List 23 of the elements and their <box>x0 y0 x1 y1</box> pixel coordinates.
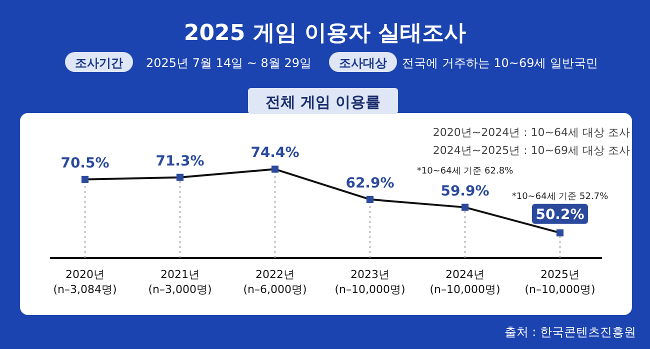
x-tick-label: 2024년 (n–10,000명) <box>430 268 500 296</box>
data-label: 71.3% <box>156 153 204 170</box>
x-tick-label: 2022년 (n–6,000명) <box>243 268 307 296</box>
source-note: 출처 : 한국콘텐츠진흥원 <box>504 325 636 339</box>
x-tick-label: 2021년 (n–3,000명) <box>148 268 212 296</box>
text: 2025년 7월 14일 ~ 8월 29일 <box>146 56 312 70</box>
text: 전국에 거주하는 10~69세 일반국민 <box>402 56 598 70</box>
text: 2020년~2024년 : 10~64세 대상 조사 <box>432 126 630 139</box>
x-tick-label: 2025년 (n–10,000명) <box>524 268 596 296</box>
data-label: 62.9% <box>346 175 394 192</box>
data-label: 50.2% <box>536 206 584 223</box>
chart-title: 2025 게임 이용자 실태조사 <box>184 21 466 46</box>
x-tick-label: 2020년 (n–3,084명) <box>53 268 117 296</box>
text: 2024년~2025년 : 10~69세 대상 조사 <box>432 144 630 157</box>
data-label: 74.4% <box>250 145 300 162</box>
text: 조사기간 <box>75 56 123 70</box>
data-label: 70.5% <box>60 155 110 172</box>
chart-subtitle: 전체 게임 이용률 <box>265 93 381 111</box>
annotation: *10~64세 기준 52.7% <box>512 192 609 202</box>
data-label: 59.9% <box>440 183 490 200</box>
text: 조사대상 <box>339 56 387 70</box>
x-tick-label: 2023년 (n–10,000명) <box>334 268 406 296</box>
annotation: *10~64세 기준 62.8% <box>416 166 514 176</box>
